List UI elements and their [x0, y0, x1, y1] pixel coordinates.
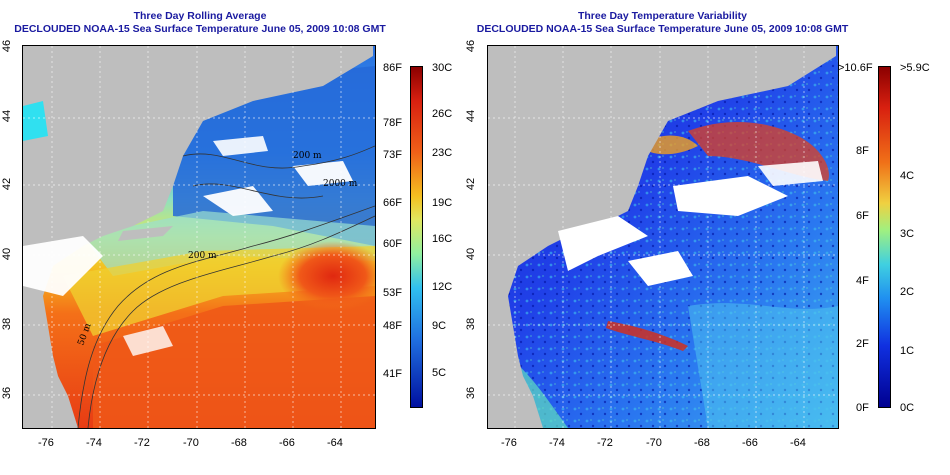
left-cloud-2	[203, 186, 273, 216]
right-green-area	[688, 303, 838, 428]
left-ytick-46: 46	[1, 39, 13, 53]
left-ytick-44: 44	[1, 109, 13, 123]
left-ytick-38: 38	[1, 317, 13, 331]
left-lake	[23, 101, 48, 141]
right-xtick-68: -68	[694, 437, 710, 449]
left-cb-f-1: 78F	[383, 117, 402, 129]
left-cb-f-4: 60F	[383, 238, 402, 250]
right-grid	[488, 46, 838, 428]
left-map-svg: 200 m 2000 m 50 m 200 m	[23, 46, 375, 428]
right-cb-c-2: 3C	[900, 228, 915, 240]
left-colorbar	[410, 66, 423, 408]
right-xtick-72: -72	[597, 437, 613, 449]
right-ytick-44: 44	[465, 109, 477, 123]
right-cloud-4	[758, 161, 823, 186]
left-xtick-72: -72	[134, 437, 150, 449]
right-title-line1: Three Day Temperature Variability	[577, 10, 748, 22]
right-ytick-38: 38	[465, 317, 477, 331]
left-xtick-70: -70	[183, 437, 199, 449]
right-cloud-1	[558, 216, 648, 271]
right-cloud-2	[673, 176, 788, 216]
left-cb-f-0: 86F	[383, 62, 402, 74]
left-warm-eddy	[278, 241, 375, 311]
left-title: Three Day Rolling Average DECLOUDED NOAA…	[10, 10, 390, 36]
left-cb-c-4: 16C	[432, 233, 453, 245]
right-cb-c-4: 1C	[900, 345, 915, 357]
left-xtick-64: -64	[327, 437, 343, 449]
right-colorbar	[878, 66, 891, 408]
left-cloud-3	[293, 161, 353, 186]
left-cloud-4	[213, 136, 268, 156]
right-ytick-40: 40	[465, 247, 477, 261]
left-long-island	[118, 226, 173, 241]
right-title-line2: DECLOUDED NOAA-15 Sea Surface Temperatur…	[476, 23, 849, 35]
right-xtick-64: -64	[790, 437, 806, 449]
left-grid	[23, 46, 375, 428]
right-cb-c-5: 0C	[900, 402, 915, 414]
right-hot-streak	[606, 321, 688, 351]
right-ytick-46: 46	[465, 39, 477, 53]
right-xtick-74: -74	[549, 437, 565, 449]
right-xtick-66: -66	[742, 437, 758, 449]
right-map-svg	[488, 46, 838, 428]
right-cb-f-2: 6F	[856, 210, 869, 222]
right-cb-f-0: >10.6F	[838, 62, 873, 74]
left-ytick-40: 40	[1, 247, 13, 261]
left-xtick-76: -76	[38, 437, 54, 449]
left-ytick-42: 42	[1, 177, 13, 191]
left-cb-c-7: 5C	[432, 367, 447, 379]
left-contour-label-4: 200 m	[188, 251, 217, 261]
left-cb-f-6: 48F	[383, 320, 402, 332]
left-sst-map[interactable]: 200 m 2000 m 50 m 200 m	[22, 45, 376, 429]
left-cb-f-7: 41F	[383, 368, 402, 380]
left-cb-c-0: 30C	[432, 62, 453, 74]
right-title: Three Day Temperature Variability DECLOU…	[470, 10, 855, 36]
right-hot-patch-2	[648, 135, 698, 155]
right-cb-c-1: 4C	[900, 170, 915, 182]
left-cb-c-2: 23C	[432, 147, 453, 159]
left-contour-label-1: 200 m	[293, 151, 322, 161]
right-cloud-3	[628, 251, 693, 286]
left-xtick-68: -68	[231, 437, 247, 449]
right-cb-f-4: 2F	[856, 338, 869, 350]
right-ytick-42: 42	[465, 177, 477, 191]
left-cb-f-2: 73F	[383, 149, 402, 161]
right-land	[488, 46, 836, 428]
right-cb-f-1: 8F	[856, 145, 869, 157]
left-cb-f-5: 53F	[383, 287, 402, 299]
left-contours	[77, 145, 375, 428]
right-cb-f-5: 0F	[856, 402, 869, 414]
right-xtick-70: -70	[646, 437, 662, 449]
left-title-line1: Three Day Rolling Average	[133, 10, 267, 22]
right-cb-f-3: 4F	[856, 275, 869, 287]
right-ytick-36: 36	[465, 386, 477, 400]
left-cloud-1	[23, 236, 103, 296]
left-title-line2: DECLOUDED NOAA-15 Sea Surface Temperatur…	[14, 23, 386, 35]
right-variability-map[interactable]	[487, 45, 839, 429]
left-cb-c-3: 19C	[432, 197, 453, 209]
right-cb-c-0: >5.9C	[900, 62, 930, 74]
left-xtick-66: -66	[279, 437, 295, 449]
left-cb-c-6: 9C	[432, 320, 447, 332]
right-xtick-76: -76	[501, 437, 517, 449]
left-land	[23, 46, 373, 428]
left-cb-c-5: 12C	[432, 281, 453, 293]
right-cb-c-3: 2C	[900, 286, 915, 298]
left-contour-label-2: 2000 m	[323, 179, 358, 189]
left-ytick-36: 36	[1, 386, 13, 400]
left-cb-f-3: 66F	[383, 197, 402, 209]
left-xtick-74: -74	[86, 437, 102, 449]
left-cb-c-1: 26C	[432, 108, 453, 120]
